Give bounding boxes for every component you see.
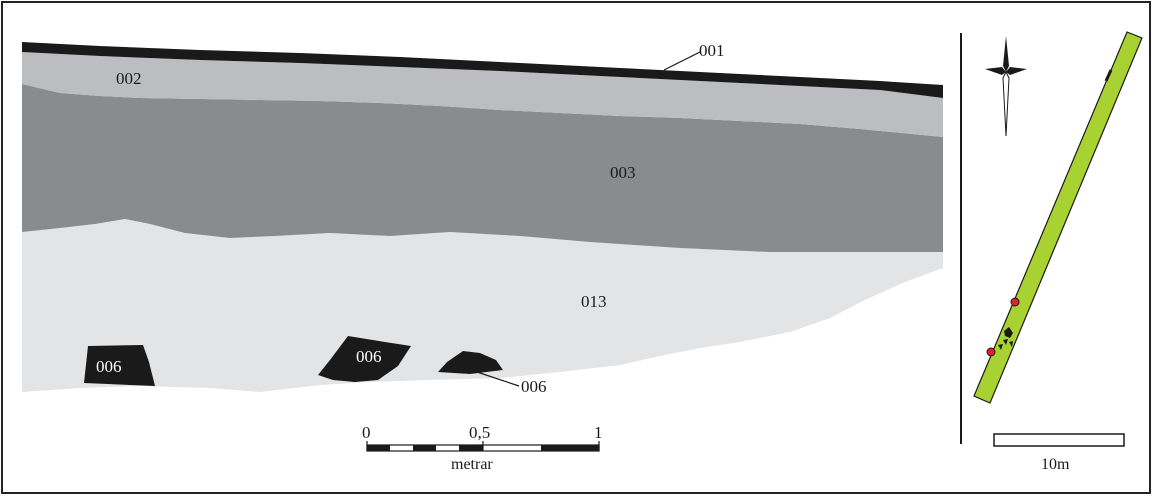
north-arrow-icon xyxy=(985,36,1027,137)
label-002: 002 xyxy=(116,69,142,88)
trench-outline xyxy=(973,31,1143,404)
label-013: 013 xyxy=(581,292,607,311)
label-001: 001 xyxy=(699,41,725,60)
scale-label-1: 1 xyxy=(594,423,603,442)
scale-bar-segment xyxy=(367,445,390,451)
inset-scale-label: 10m xyxy=(1041,456,1070,473)
layer-003 xyxy=(22,84,943,252)
scale-unit-label: metrar xyxy=(451,456,493,473)
trench-features xyxy=(998,327,1013,350)
layer-001 xyxy=(22,42,943,98)
leader-line-001 xyxy=(663,51,701,71)
scale-bar: 0 0,5 1 metrar xyxy=(362,423,603,473)
scale-label-0: 0 xyxy=(362,423,371,442)
label-006-stone-b: 006 xyxy=(356,347,382,366)
stone-006-c xyxy=(438,351,503,374)
scale-bar-segment xyxy=(541,445,599,451)
finds-marker xyxy=(986,347,996,357)
trench-section-marker xyxy=(1104,69,1113,82)
finds-marker xyxy=(1010,297,1020,307)
scale-label-mid: 0,5 xyxy=(469,423,490,442)
inset-scale-bar xyxy=(993,433,1125,447)
label-006-stone-c: 006 xyxy=(521,377,547,396)
scale-bar-segment xyxy=(459,445,483,451)
leader-line-006 xyxy=(476,371,520,387)
label-003: 003 xyxy=(610,163,636,182)
label-006-stone-a: 006 xyxy=(96,357,122,376)
layer-002 xyxy=(22,52,943,137)
stone-006-b xyxy=(318,336,411,382)
stone-006-a xyxy=(84,345,155,386)
scale-bar-segment xyxy=(413,445,436,451)
layer-013 xyxy=(22,219,943,392)
